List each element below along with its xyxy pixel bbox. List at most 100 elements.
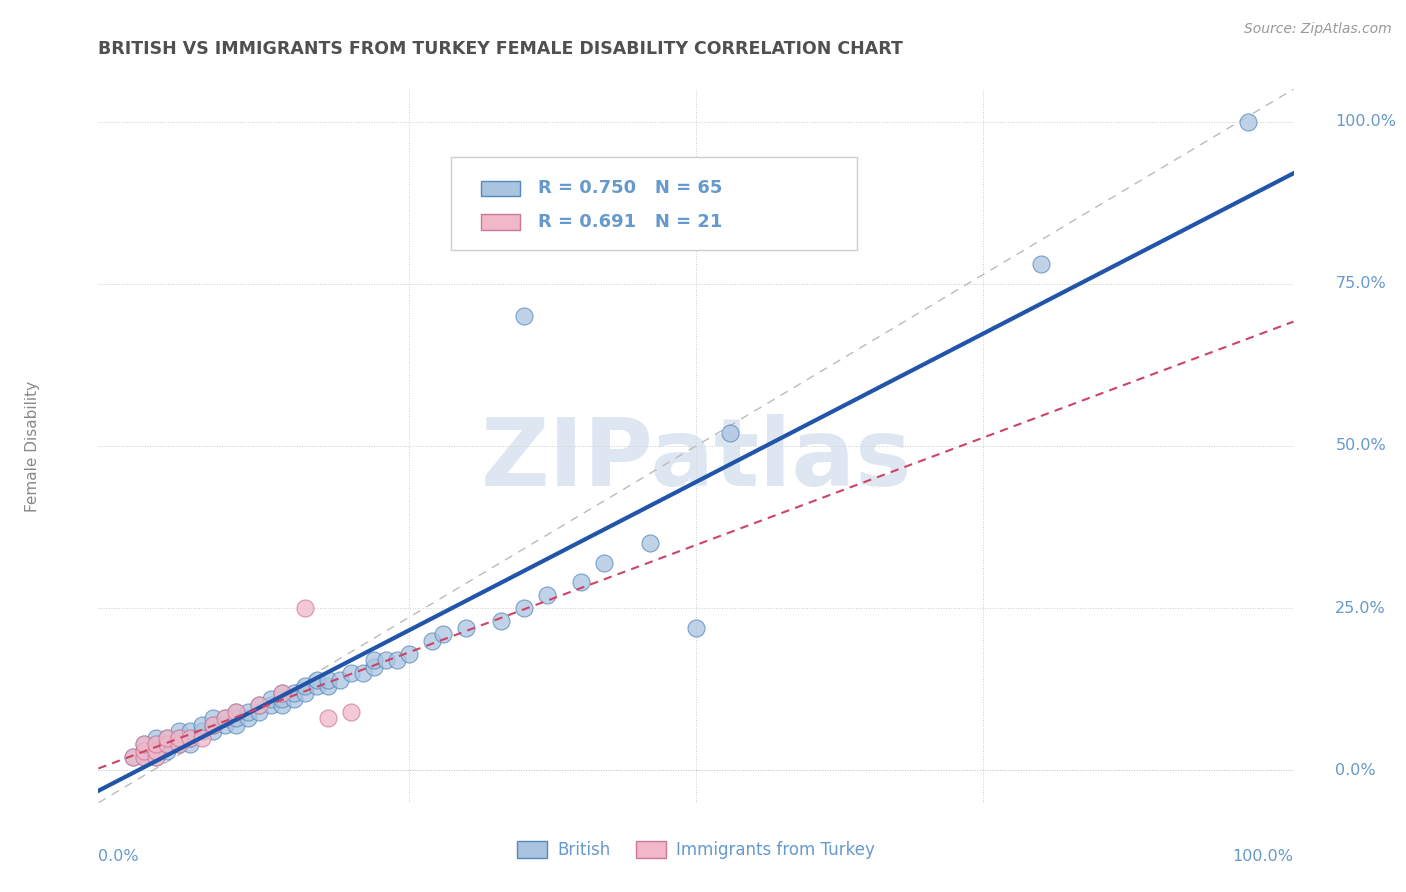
Point [305,679,328,693]
Point [260,692,283,706]
Point [260,698,283,713]
Point [247,705,270,719]
Point [145,750,167,764]
FancyBboxPatch shape [481,214,520,230]
Point [352,666,374,681]
Point [214,711,236,725]
Point [294,601,316,615]
Point [363,653,385,667]
Text: 100.0%: 100.0% [1336,114,1396,129]
Point [720,425,742,440]
Point [316,679,339,693]
Point [145,750,167,764]
Point [167,731,190,745]
Point [305,673,328,687]
Point [247,698,270,713]
Point [374,653,396,667]
Text: 75.0%: 75.0% [1336,277,1386,292]
Point [134,750,156,764]
Point [202,711,225,725]
Text: Source: ZipAtlas.com: Source: ZipAtlas.com [1244,22,1392,37]
Point [179,738,201,752]
Legend: British, Immigrants from Turkey: British, Immigrants from Turkey [510,834,882,866]
Point [179,724,201,739]
Point [225,711,247,725]
Text: BRITISH VS IMMIGRANTS FROM TURKEY FEMALE DISABILITY CORRELATION CHART: BRITISH VS IMMIGRANTS FROM TURKEY FEMALE… [98,40,903,58]
Point [294,685,316,699]
Point [271,685,294,699]
Point [156,744,179,758]
Point [202,724,225,739]
Point [167,738,190,752]
Point [247,698,270,713]
Point [145,731,167,745]
Point [134,744,156,758]
Point [271,698,294,713]
Text: 100.0%: 100.0% [1233,849,1294,864]
Point [316,673,339,687]
Point [398,647,420,661]
Point [432,627,454,641]
Point [225,718,247,732]
Point [156,731,179,745]
Point [179,731,201,745]
Point [225,705,247,719]
Point [191,724,214,739]
Point [191,718,214,732]
Text: R = 0.750   N = 65: R = 0.750 N = 65 [538,179,723,197]
Point [202,718,225,732]
Text: 0.0%: 0.0% [98,849,139,864]
Point [685,621,707,635]
FancyBboxPatch shape [451,157,858,250]
Point [569,575,592,590]
Point [638,536,661,550]
Point [512,601,534,615]
Point [385,653,408,667]
Point [593,556,616,570]
Point [512,310,534,324]
Point [225,705,247,719]
Point [236,705,259,719]
Text: 50.0%: 50.0% [1336,439,1386,453]
Point [294,679,316,693]
Point [134,738,156,752]
Point [236,711,259,725]
Point [536,588,558,602]
Point [340,705,363,719]
Point [363,659,385,673]
Point [283,692,305,706]
Point [167,724,190,739]
Point [156,738,179,752]
Point [145,744,167,758]
Point [145,738,167,752]
Point [340,666,363,681]
Point [167,731,190,745]
Point [456,621,478,635]
Point [122,750,145,764]
Point [271,692,294,706]
Text: ZIPatlas: ZIPatlas [481,414,911,507]
Point [283,685,305,699]
Point [420,633,443,648]
Point [329,673,352,687]
Point [179,731,201,745]
Point [145,744,167,758]
Point [316,711,339,725]
Point [156,738,179,752]
Point [489,614,512,628]
Text: 25.0%: 25.0% [1336,600,1386,615]
Point [191,731,214,745]
Point [134,744,156,758]
FancyBboxPatch shape [481,180,520,196]
Text: 0.0%: 0.0% [1336,763,1376,778]
Point [271,685,294,699]
Point [167,738,190,752]
Text: Female Disability: Female Disability [25,380,41,512]
Point [214,718,236,732]
Point [145,738,167,752]
Point [134,738,156,752]
Point [1029,257,1052,271]
Point [122,750,145,764]
Point [202,718,225,732]
Text: R = 0.691   N = 21: R = 0.691 N = 21 [538,213,723,231]
